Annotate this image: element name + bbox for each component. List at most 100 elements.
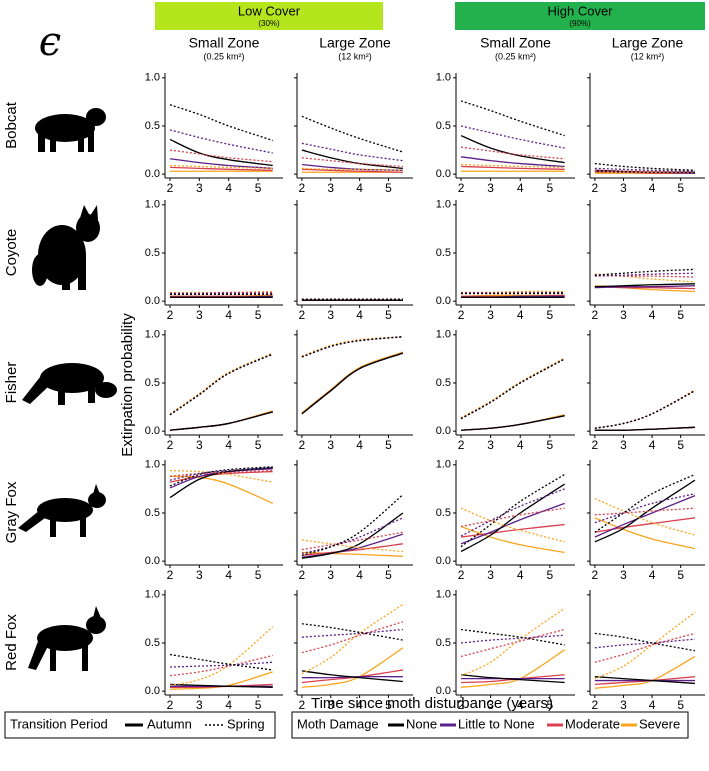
line-autumn — [301, 551, 403, 557]
x-tick-label: 2 — [167, 438, 174, 452]
y-tick-label: 1.0 — [436, 589, 451, 601]
zone-area: (12 km²) — [631, 51, 665, 61]
y-tick-label: 0.0 — [145, 425, 160, 437]
y-tick-label: 1.0 — [145, 589, 160, 601]
x-tick-label: 2 — [592, 698, 599, 712]
x-tick-label: 5 — [677, 181, 684, 195]
y-tick-label: 0.0 — [436, 685, 451, 697]
y-tick-label: 1.0 — [436, 199, 451, 211]
x-tick-label: 5 — [677, 698, 684, 712]
line-autumn — [301, 647, 404, 688]
y-tick-label: 0.5 — [436, 120, 451, 132]
legend-label: Moderate — [565, 716, 620, 731]
x-tick-label: 2 — [592, 568, 599, 582]
x-tick-label: 4 — [356, 181, 363, 195]
x-tick-label: 5 — [385, 308, 392, 322]
line-spring — [594, 389, 696, 429]
x-tick-label: 2 — [458, 438, 465, 452]
x-tick-label: 4 — [225, 308, 232, 322]
line-autumn — [169, 411, 273, 431]
x-tick-label: 5 — [546, 438, 553, 452]
line-spring — [301, 621, 404, 654]
line-spring — [169, 626, 274, 687]
line-spring — [169, 353, 273, 416]
line-spring — [594, 390, 696, 429]
line-spring — [169, 353, 273, 416]
line-autumn — [301, 670, 403, 683]
x-tick-label: 3 — [327, 308, 334, 322]
line-spring — [301, 157, 403, 168]
line-spring — [461, 291, 565, 295]
legend-label: Spring — [227, 716, 265, 731]
line-spring — [169, 467, 273, 481]
y-tick-label: 0.5 — [145, 507, 160, 519]
x-tick-label: 4 — [517, 568, 524, 582]
x-tick-label: 3 — [327, 438, 334, 452]
x-tick-label: 2 — [458, 698, 465, 712]
line-spring — [594, 274, 696, 278]
x-tick-label: 4 — [225, 438, 232, 452]
line-spring — [594, 493, 696, 524]
x-tick-label: 4 — [517, 308, 524, 322]
x-tick-label: 3 — [487, 568, 494, 582]
x-tick-label: 5 — [546, 698, 553, 712]
line-autumn — [301, 669, 404, 684]
line-spring — [460, 634, 565, 644]
line-spring — [460, 146, 565, 160]
line-spring — [594, 638, 696, 649]
line-autumn — [594, 517, 696, 550]
x-tick-label: 2 — [167, 698, 174, 712]
line-autumn — [461, 674, 565, 684]
line-autumn — [301, 675, 403, 679]
line-spring — [460, 125, 565, 149]
x-tick-label: 4 — [517, 181, 524, 195]
line-autumn — [594, 283, 696, 288]
y-tick-label: 0.0 — [436, 555, 451, 567]
line-autumn — [169, 671, 273, 690]
line-spring — [169, 291, 273, 295]
line-spring — [169, 466, 273, 487]
y-tick-label: 1.0 — [436, 459, 451, 471]
cover-header — [455, 2, 705, 30]
coyote-silhouette — [32, 205, 100, 290]
cover-share: (90%) — [569, 19, 591, 28]
line-spring — [594, 507, 696, 516]
line-autumn — [460, 523, 565, 538]
line-autumn — [301, 168, 403, 173]
x-tick-label: 4 — [517, 438, 524, 452]
legend-label: Little to None — [458, 716, 535, 731]
legend-label: Severe — [639, 716, 680, 731]
cover-header — [155, 2, 383, 30]
y-tick-label: 0.0 — [436, 295, 451, 307]
zone-area: (0.25 km²) — [203, 51, 244, 61]
x-tick-label: 2 — [299, 698, 306, 712]
x-tick-label: 3 — [327, 698, 334, 712]
line-spring — [460, 507, 565, 543]
x-tick-label: 3 — [487, 181, 494, 195]
x-tick-label: 5 — [255, 568, 262, 582]
y-tick-label: 0.5 — [436, 377, 451, 389]
x-tick-label: 3 — [620, 438, 627, 452]
line-autumn — [301, 351, 404, 414]
x-tick-label: 3 — [196, 698, 203, 712]
x-tick-label: 3 — [487, 438, 494, 452]
x-tick-label: 4 — [649, 568, 656, 582]
line-spring — [301, 142, 403, 162]
x-tick-label: 4 — [225, 568, 232, 582]
line-spring — [594, 390, 696, 429]
x-tick-label: 4 — [517, 698, 524, 712]
species-label: Fisher — [3, 362, 20, 404]
line-spring — [594, 611, 696, 680]
x-tick-label: 4 — [225, 698, 232, 712]
x-tick-label: 5 — [255, 698, 262, 712]
x-tick-label: 2 — [592, 308, 599, 322]
line-spring — [460, 607, 566, 677]
line-autumn — [169, 166, 273, 171]
line-autumn — [460, 525, 565, 554]
line-autumn — [169, 411, 273, 431]
line-autumn — [594, 426, 696, 431]
x-tick-label: 3 — [620, 308, 627, 322]
line-spring — [460, 358, 565, 420]
y-tick-label: 0.0 — [145, 685, 160, 697]
